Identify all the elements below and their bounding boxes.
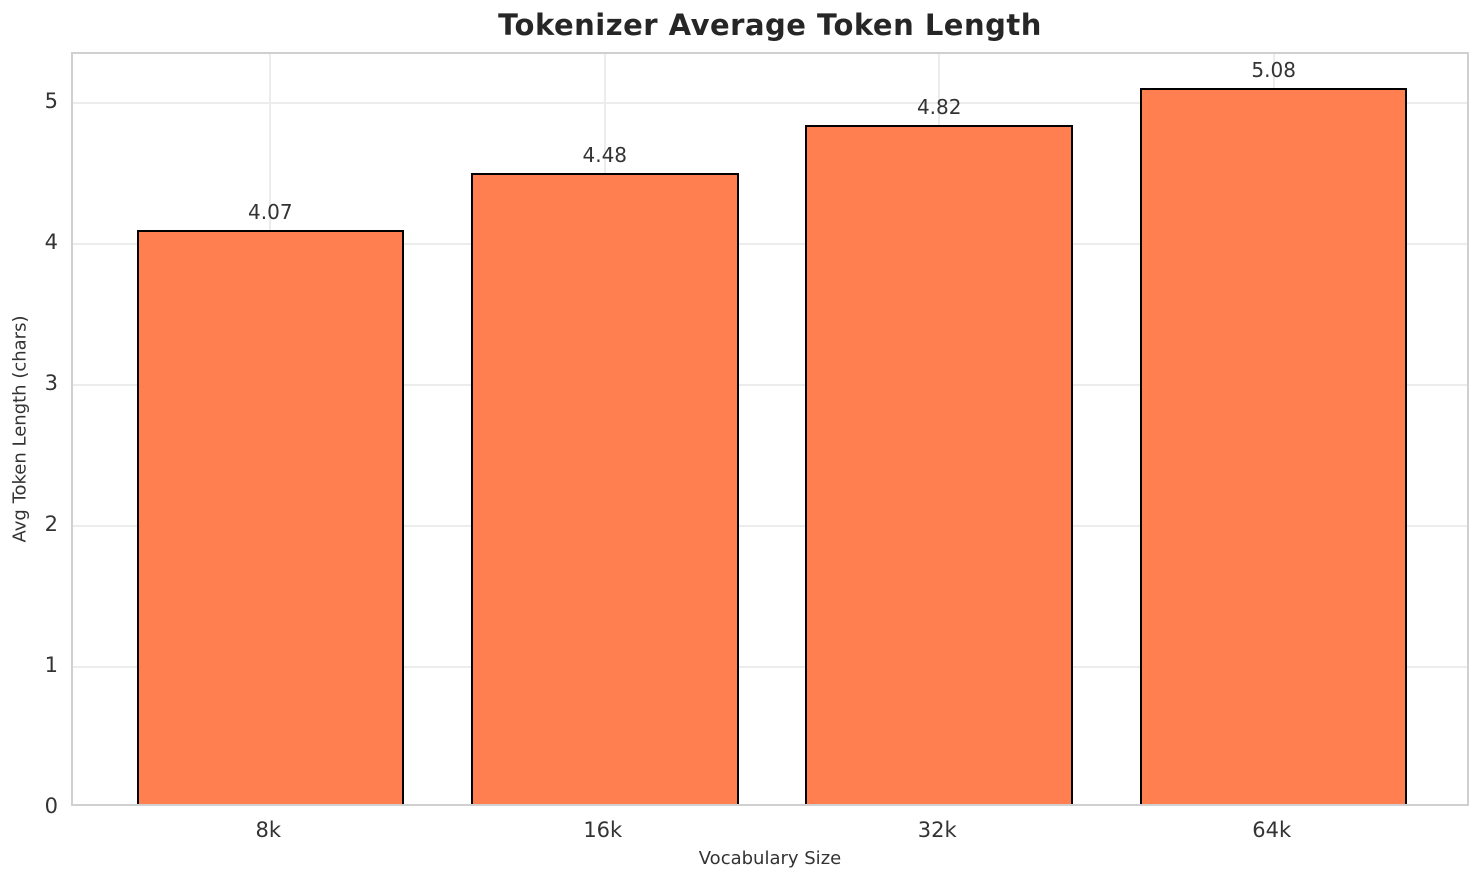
- gridline-horizontal: [73, 525, 1467, 528]
- chart-title: Tokenizer Average Token Length: [498, 8, 1042, 42]
- y-tick-label: 5: [44, 89, 58, 114]
- y-tick-label: 1: [44, 653, 58, 678]
- gridline-horizontal: [73, 666, 1467, 669]
- gridline-horizontal: [73, 384, 1467, 387]
- y-tick-label: 4: [44, 230, 58, 255]
- x-tick-label-32k: 32k: [917, 818, 957, 842]
- x-tick-label-16k: 16k: [583, 818, 623, 842]
- bar-16k: [470, 172, 739, 804]
- bar-64k: [1139, 88, 1408, 804]
- bar-value-label: 4.48: [582, 142, 628, 167]
- x-tick-label-8k: 8k: [255, 818, 282, 842]
- bar-8k: [136, 230, 405, 804]
- plot-area: 4.07 4.48 4.82 5.08: [71, 52, 1469, 806]
- y-tick-label: 2: [44, 512, 58, 537]
- bar-value-label: 4.82: [916, 94, 962, 119]
- gridline-horizontal: [73, 243, 1467, 246]
- bar-value-label: 4.07: [248, 200, 293, 225]
- bar-value-label: 5.08: [1251, 58, 1296, 83]
- y-axis-label: Avg Token Length (chars): [9, 315, 31, 543]
- x-tick-label-64k: 64k: [1252, 818, 1292, 842]
- x-axis-label: Vocabulary Size: [698, 848, 842, 869]
- bar-32k: [805, 124, 1073, 804]
- y-tick-label: 3: [44, 371, 58, 396]
- gridline-horizontal: [73, 102, 1467, 105]
- y-tick-label: 0: [44, 794, 58, 818]
